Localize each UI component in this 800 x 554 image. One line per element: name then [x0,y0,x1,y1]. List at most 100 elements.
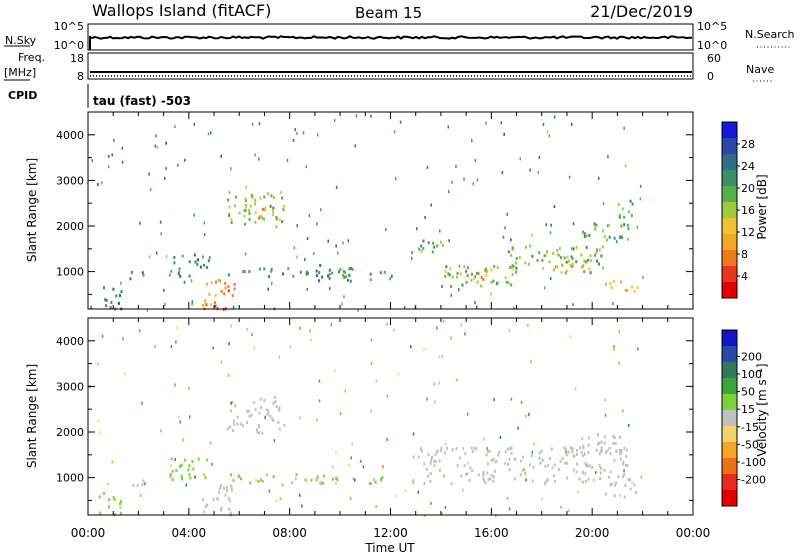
echo-cell [507,447,509,451]
echo-cell [566,255,569,259]
echo-cell [258,425,261,429]
echo-cell [399,120,402,124]
echo-cell [596,259,599,263]
echo-cell [173,261,176,265]
echo-cell [634,491,637,494]
echo-cell [639,197,642,201]
echo-cell [569,263,572,267]
echo-cell [251,196,254,199]
echo-cell [258,122,261,126]
echo-cell [299,493,301,497]
echo-cell [601,229,604,233]
echo-cell [633,289,636,293]
echo-cell [513,477,516,481]
echo-cell [608,446,611,450]
echo-cell [592,478,595,482]
echo-cell [515,257,518,261]
echo-cell [513,306,515,310]
echo-cell [188,473,191,477]
echo-cell [583,259,586,263]
echo-cell [188,260,191,264]
echo-cell [619,457,622,461]
echo-cell [571,257,574,260]
echo-cell [170,457,173,461]
freq-panel-frame [87,52,694,80]
echo-cell [224,281,227,285]
echo-cell [420,244,423,248]
echo-cell [531,450,534,454]
echo-cell [182,438,184,442]
echo-cell [210,303,213,307]
echo-cell [386,437,388,441]
echo-cell [174,383,176,387]
echo-cell [179,274,182,278]
echo-cell [213,301,216,305]
echo-cell [208,292,211,296]
echo-cell [335,244,337,248]
echo-cell [495,514,497,518]
freq-panel: Freq. [MHz] 18 8 60 0 Nave [4,51,774,83]
echo-cell [219,508,222,512]
echo-cell [348,273,351,277]
echo-cell [626,464,629,468]
echo-cell [546,130,549,134]
echo-cell [628,210,630,214]
echo-cell [636,225,639,229]
echo-cell [107,482,109,486]
echo-cell [522,455,524,459]
nsky-tick-top: 10^5 [54,20,84,33]
echo-cell [236,415,239,419]
echo-cell [598,452,601,456]
echo-cell [281,220,284,224]
echo-cell [531,479,534,483]
echo-cell [141,271,144,275]
echo-cell [620,451,623,455]
echo-cell [105,304,108,308]
echo-cell [328,273,331,276]
echo-cell [175,340,177,344]
echo-cell [101,334,104,338]
echo-cell [244,252,247,256]
echo-cell [139,221,141,225]
echo-cell [622,409,624,413]
echo-cell [230,217,233,221]
echo-cell [178,267,181,271]
echo-cell [254,211,257,215]
echo-cell [227,273,230,277]
echo-cell [375,504,377,508]
echo-cell [316,475,319,479]
echo-cell [233,422,236,426]
echo-cell [230,409,232,413]
echo-cell [319,263,322,267]
echo-cell [301,504,303,508]
echo-cell [309,329,311,333]
echo-cell [482,278,485,282]
echo-cell [230,324,232,328]
colorbar-swatch [722,218,737,235]
echo-cell [528,412,531,416]
echo-cell [319,481,322,485]
echo-cell [251,333,253,337]
echo-cell [233,204,236,208]
echo-cell [344,270,347,274]
echo-cell [318,399,321,403]
x-tick-label: 00:00 [71,526,106,540]
echo-cell [173,255,176,259]
echo-cell [589,271,592,275]
echo-cell [614,442,617,446]
echo-cell [215,280,217,284]
echo-cell [487,477,490,481]
echo-cell [625,448,628,452]
echo-cell [581,437,584,441]
echo-cell [429,479,432,483]
echo-cell [277,421,280,424]
echo-cell [445,442,447,446]
echo-cell [458,288,460,292]
echo-cell [510,238,512,242]
echo-cell [193,122,196,126]
echo-cell [230,473,232,477]
echo-cell [203,473,205,477]
echo-cell [463,464,466,468]
echo-cell [519,473,522,477]
